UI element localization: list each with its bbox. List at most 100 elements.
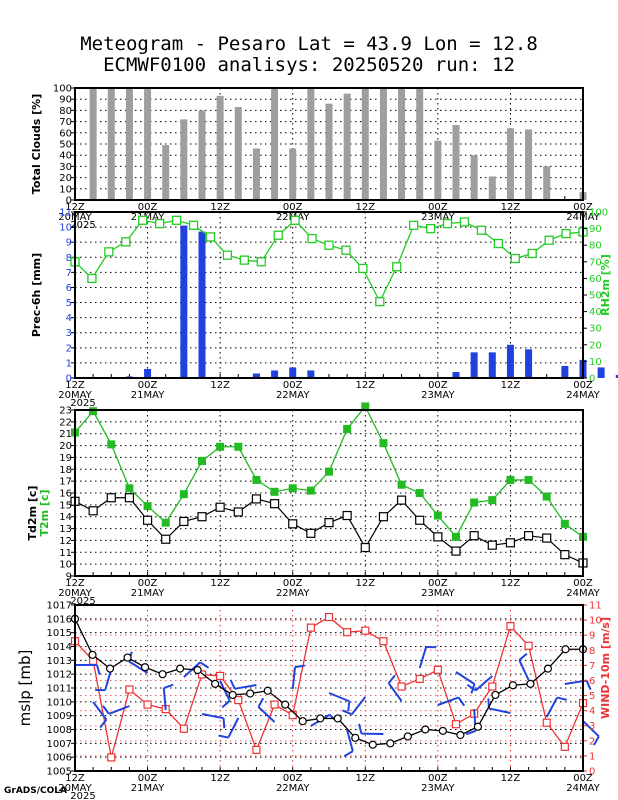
wind-barb	[387, 682, 403, 702]
time-tick-label: 00Z	[138, 202, 158, 213]
y2-tick-label: 10	[589, 616, 602, 627]
t2m-point	[89, 407, 98, 416]
y2-tick-label: 11	[589, 601, 602, 612]
y-tick-label: 90	[59, 95, 72, 106]
mslp-point	[263, 686, 272, 695]
rh-point	[87, 273, 97, 284]
wind-barb	[346, 729, 354, 752]
y-tick-label: 1015	[47, 628, 72, 639]
y-tick-label: 1013	[47, 656, 72, 667]
wind-barb	[201, 713, 224, 720]
y-tick-label: 100	[53, 84, 72, 95]
td2m-point	[342, 510, 352, 521]
wind-point	[506, 622, 515, 631]
t2m-point	[524, 475, 533, 484]
y2-tick-label: 0	[589, 374, 595, 385]
t2m-point	[452, 532, 460, 541]
y2-axis-label: RH2m [%]	[599, 254, 612, 316]
y-tick-label: 5	[66, 298, 72, 309]
cloud-bar	[162, 145, 170, 200]
precip-bar	[307, 370, 315, 378]
td2m-axis-label: Td2m [c]	[26, 486, 39, 541]
td2m-point	[215, 502, 225, 512]
y-tick-label: 10	[59, 184, 72, 195]
wind-barb-flag	[465, 730, 477, 736]
wind-barb	[437, 696, 459, 706]
cloud-bar	[125, 88, 133, 200]
y2-tick-label: 60	[589, 274, 602, 285]
wind-barb	[257, 706, 276, 723]
mslp-point	[246, 689, 255, 698]
panel-frame	[74, 409, 584, 577]
rh-point	[188, 220, 199, 230]
td2m-point	[179, 516, 189, 527]
t2m-point	[107, 440, 116, 449]
y-tick-label: 1016	[47, 614, 72, 625]
td2m-point	[324, 518, 334, 528]
panel-frame	[74, 211, 584, 379]
y2-tick-label: 80	[589, 241, 602, 252]
mslp-point	[438, 726, 447, 735]
mslp-point	[281, 700, 290, 709]
wind-point	[560, 742, 569, 751]
y-tick-label: 6	[66, 283, 72, 294]
y2-tick-label: 50	[589, 291, 602, 302]
wind-barb-flag	[343, 750, 354, 758]
td2m-point	[396, 495, 407, 505]
time-tick-label: 00Z	[573, 202, 593, 213]
y-tick-label: 9	[66, 572, 72, 583]
y2-tick-label: 70	[589, 257, 602, 268]
wind-point	[343, 628, 352, 637]
y-tick-label: 14	[59, 512, 72, 523]
wind-point	[324, 612, 334, 622]
y-tick-label: 30	[59, 162, 72, 173]
time-year-label: 2025	[70, 596, 95, 607]
cloud-bar	[216, 95, 224, 200]
y-tick-label: 0	[66, 196, 72, 207]
rh-point	[273, 230, 283, 240]
y-tick-label: 1	[66, 358, 72, 369]
wind-barb-flag	[163, 683, 174, 690]
mslp-point	[176, 664, 185, 673]
precip-bar	[271, 370, 279, 378]
wind-barb-flag	[221, 700, 231, 709]
precip-bar	[615, 374, 618, 378]
wind-barb-flag	[593, 735, 600, 746]
t2m-point	[470, 498, 479, 507]
y-tick-label: 21	[59, 429, 72, 440]
t2m-point	[198, 456, 206, 465]
y-tick-label: 3	[66, 328, 72, 339]
wind-barb-flag	[222, 718, 226, 729]
cloud-bar	[198, 110, 206, 200]
td2m-point	[106, 493, 116, 503]
mslp-point	[473, 722, 482, 731]
wind-barb	[92, 701, 108, 721]
y-tick-label: 15	[59, 500, 72, 511]
t2m-point	[143, 502, 152, 511]
chart-subtitle: ECMWF0100 analisys: 20250520 run: 12	[103, 54, 515, 76]
precip-bar	[289, 367, 297, 378]
y-tick-label: 13	[59, 524, 72, 535]
time-tick-label: 12Z	[65, 380, 85, 391]
wind-barb-flag	[199, 661, 210, 669]
y-tick-label: 20	[59, 441, 72, 452]
time-date-label: 20MAY	[58, 783, 92, 794]
t2m-point	[125, 484, 134, 493]
titles: Meteogram - Pesaro Lat = 43.9 Lon = 12.8…	[0, 34, 618, 76]
wind-point	[379, 637, 388, 646]
wind-barb	[162, 687, 167, 711]
time-tick-label: 00Z	[283, 202, 303, 213]
time-tick-label: 00Z	[283, 380, 303, 391]
y-tick-label: 40	[59, 151, 72, 162]
y-tick-label: 20	[59, 173, 72, 184]
y2-tick-label: 4	[589, 706, 595, 717]
wind-barb-flag	[99, 718, 108, 729]
cloud-bar	[180, 119, 188, 200]
y-tick-label: 1008	[47, 725, 72, 736]
rh-point	[358, 263, 368, 274]
y-tick-label: 0	[66, 374, 72, 385]
mslp-point	[456, 730, 465, 740]
time-tick-label: 00Z	[138, 380, 158, 391]
wind-barb-flag	[466, 684, 477, 692]
wind-barb	[227, 717, 240, 739]
